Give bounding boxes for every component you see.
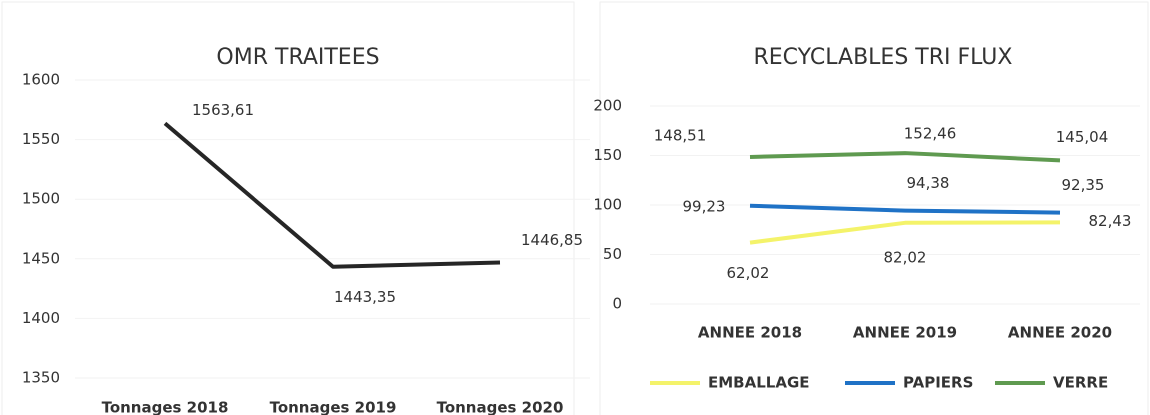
x-tick-label: Tonnages 2020 <box>437 399 564 415</box>
y-tick-label: 100 <box>593 196 622 214</box>
x-tick-label: Tonnages 2019 <box>270 399 397 415</box>
data-label: 82,43 <box>1089 212 1132 230</box>
y-tick-label: 1500 <box>22 190 60 208</box>
y-tick-label: 1450 <box>22 249 60 267</box>
right-panel <box>599 1 1149 415</box>
line <box>749 151 1061 163</box>
data-label: 92,35 <box>1062 176 1105 194</box>
y-tick-label: 200 <box>593 97 622 115</box>
data-label: 1563,61 <box>192 101 254 119</box>
data-label: 62,02 <box>727 264 770 282</box>
y-tick-label: 150 <box>593 146 622 164</box>
chart-title: RECYCLABLES TRI FLUX <box>754 45 1013 70</box>
x-tick-label: Tonnages 2018 <box>102 399 229 415</box>
y-tick-label: 1350 <box>22 369 60 387</box>
y-tick-label: 1550 <box>22 130 60 148</box>
y-tick-label: 1400 <box>22 309 60 327</box>
line <box>749 220 1061 245</box>
data-label: 1446,85 <box>521 231 583 249</box>
legend-label: PAPIERS <box>903 374 973 392</box>
x-tick-label: ANNEE 2020 <box>1008 324 1112 342</box>
y-tick-label: 1600 <box>22 71 60 89</box>
data-label: 1443,35 <box>334 288 396 306</box>
y-tick-label: 50 <box>603 245 622 263</box>
data-label: 148,51 <box>654 126 707 144</box>
data-label: 152,46 <box>904 125 957 143</box>
data-label: 99,23 <box>683 197 726 215</box>
line <box>749 203 1061 215</box>
x-tick-label: ANNEE 2018 <box>698 324 802 342</box>
data-label: 145,04 <box>1056 128 1109 146</box>
line <box>163 121 501 269</box>
legend-label: VERRE <box>1053 374 1108 392</box>
data-label: 82,02 <box>884 248 927 266</box>
data-label: 94,38 <box>907 174 950 192</box>
chart-title: OMR TRAITEES <box>216 45 379 70</box>
y-tick-label: 0 <box>612 295 622 313</box>
legend-label: EMBALLAGE <box>708 374 810 392</box>
left-panel <box>1 1 575 415</box>
x-tick-label: ANNEE 2019 <box>853 324 957 342</box>
